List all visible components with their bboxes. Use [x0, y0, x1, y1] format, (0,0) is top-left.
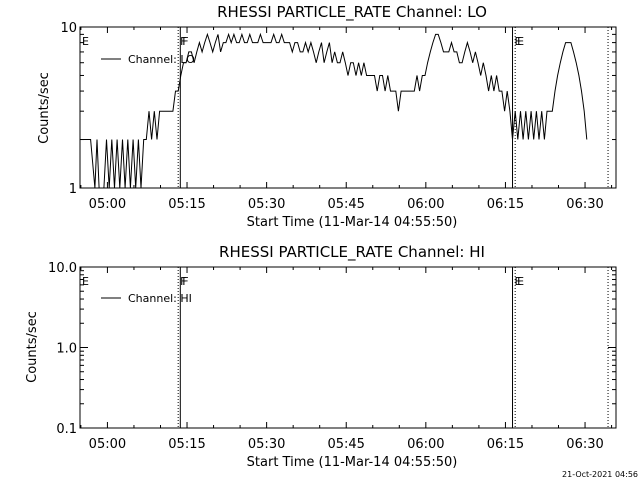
panel-hi-marker-label: E	[515, 275, 522, 288]
panel-hi-title: RHESSI PARTICLE_RATE Channel: HI	[219, 243, 485, 262]
panel-hi-legend: Channel: HI	[101, 292, 192, 305]
panel-hi-xtick-label: 06:30	[566, 437, 603, 452]
panel-lo-xtick-label: 06:00	[407, 197, 444, 212]
panel-hi: RHESSI PARTICLE_RATE Channel: HI Start T…	[25, 243, 617, 470]
panel-hi-ylabel: Counts/sec	[25, 311, 40, 383]
panel-lo-plot-area: 05:00 05:15 05:30 05:45 06:00 06:15 06:30 1 10 E F…	[60, 21, 617, 212]
panel-hi-xtick-label: 06:15	[487, 437, 524, 452]
panel-hi-marker-label: E	[517, 275, 524, 288]
panel-lo-title: RHESSI PARTICLE_RATE Channel: LO	[217, 3, 487, 22]
footer-timestamp: 21-Oct-2021 04:56	[562, 470, 638, 479]
panel-hi-xtick-label: 06:00	[407, 437, 444, 452]
panel-hi-ytick-label: 10.0	[48, 261, 77, 276]
panel-lo: RHESSI PARTICLE_RATE Channel: LO Start T…	[37, 3, 617, 230]
panel-lo-marker-label: E	[82, 35, 89, 48]
panel-hi-marker-label: F	[180, 275, 186, 288]
panel-lo-xlabel: Start Time (11-Mar-14 04:55:50)	[247, 215, 458, 230]
panel-hi-xlabel: Start Time (11-Mar-14 04:55:50)	[247, 455, 458, 470]
panel-lo-ytick-label: 10	[60, 21, 77, 36]
panel-lo-ytick-label: 1	[69, 182, 77, 197]
panel-lo-xtick-label: 05:45	[327, 197, 364, 212]
panel-lo-xtick-label: 06:30	[566, 197, 603, 212]
panel-hi-marker-label: F	[182, 275, 188, 288]
panel-hi-xtick-label: 05:30	[248, 437, 285, 452]
panel-hi-xtick-label: 05:15	[168, 437, 205, 452]
panel-lo-legend-label: Channel: LO	[128, 53, 195, 66]
panel-hi-marker-label: E	[82, 275, 89, 288]
panel-lo-xtick-label: 05:00	[89, 197, 126, 212]
panel-lo-xtick-label: 06:15	[487, 197, 524, 212]
panel-lo-ylabel: Counts/sec	[37, 72, 52, 144]
panel-hi-ytick-label: 0.1	[56, 422, 77, 437]
panel-hi-plot-area: 05:00 05:15 05:30 05:45 06:00 06:15 06:30 0.1 1.…	[48, 261, 617, 452]
panel-lo-xtick-label: 05:15	[168, 197, 205, 212]
panel-hi-xtick-label: 05:45	[327, 437, 364, 452]
panel-hi-ytick-label: 1.0	[56, 342, 77, 357]
panel-lo-frame	[79, 26, 617, 189]
panel-lo-legend: Channel: LO	[101, 53, 195, 66]
panel-lo-marker-label: E	[517, 35, 524, 48]
panel-lo-marker-label: E	[515, 35, 522, 48]
panel-lo-series-line	[80, 32, 588, 189]
panel-lo-marker-label: F	[182, 35, 188, 48]
panel-lo-xtick-label: 05:30	[248, 197, 285, 212]
panel-hi-legend-label: Channel: HI	[128, 292, 192, 305]
panel-hi-xtick-label: 05:00	[89, 437, 126, 452]
panel-lo-marker-label: F	[180, 35, 186, 48]
